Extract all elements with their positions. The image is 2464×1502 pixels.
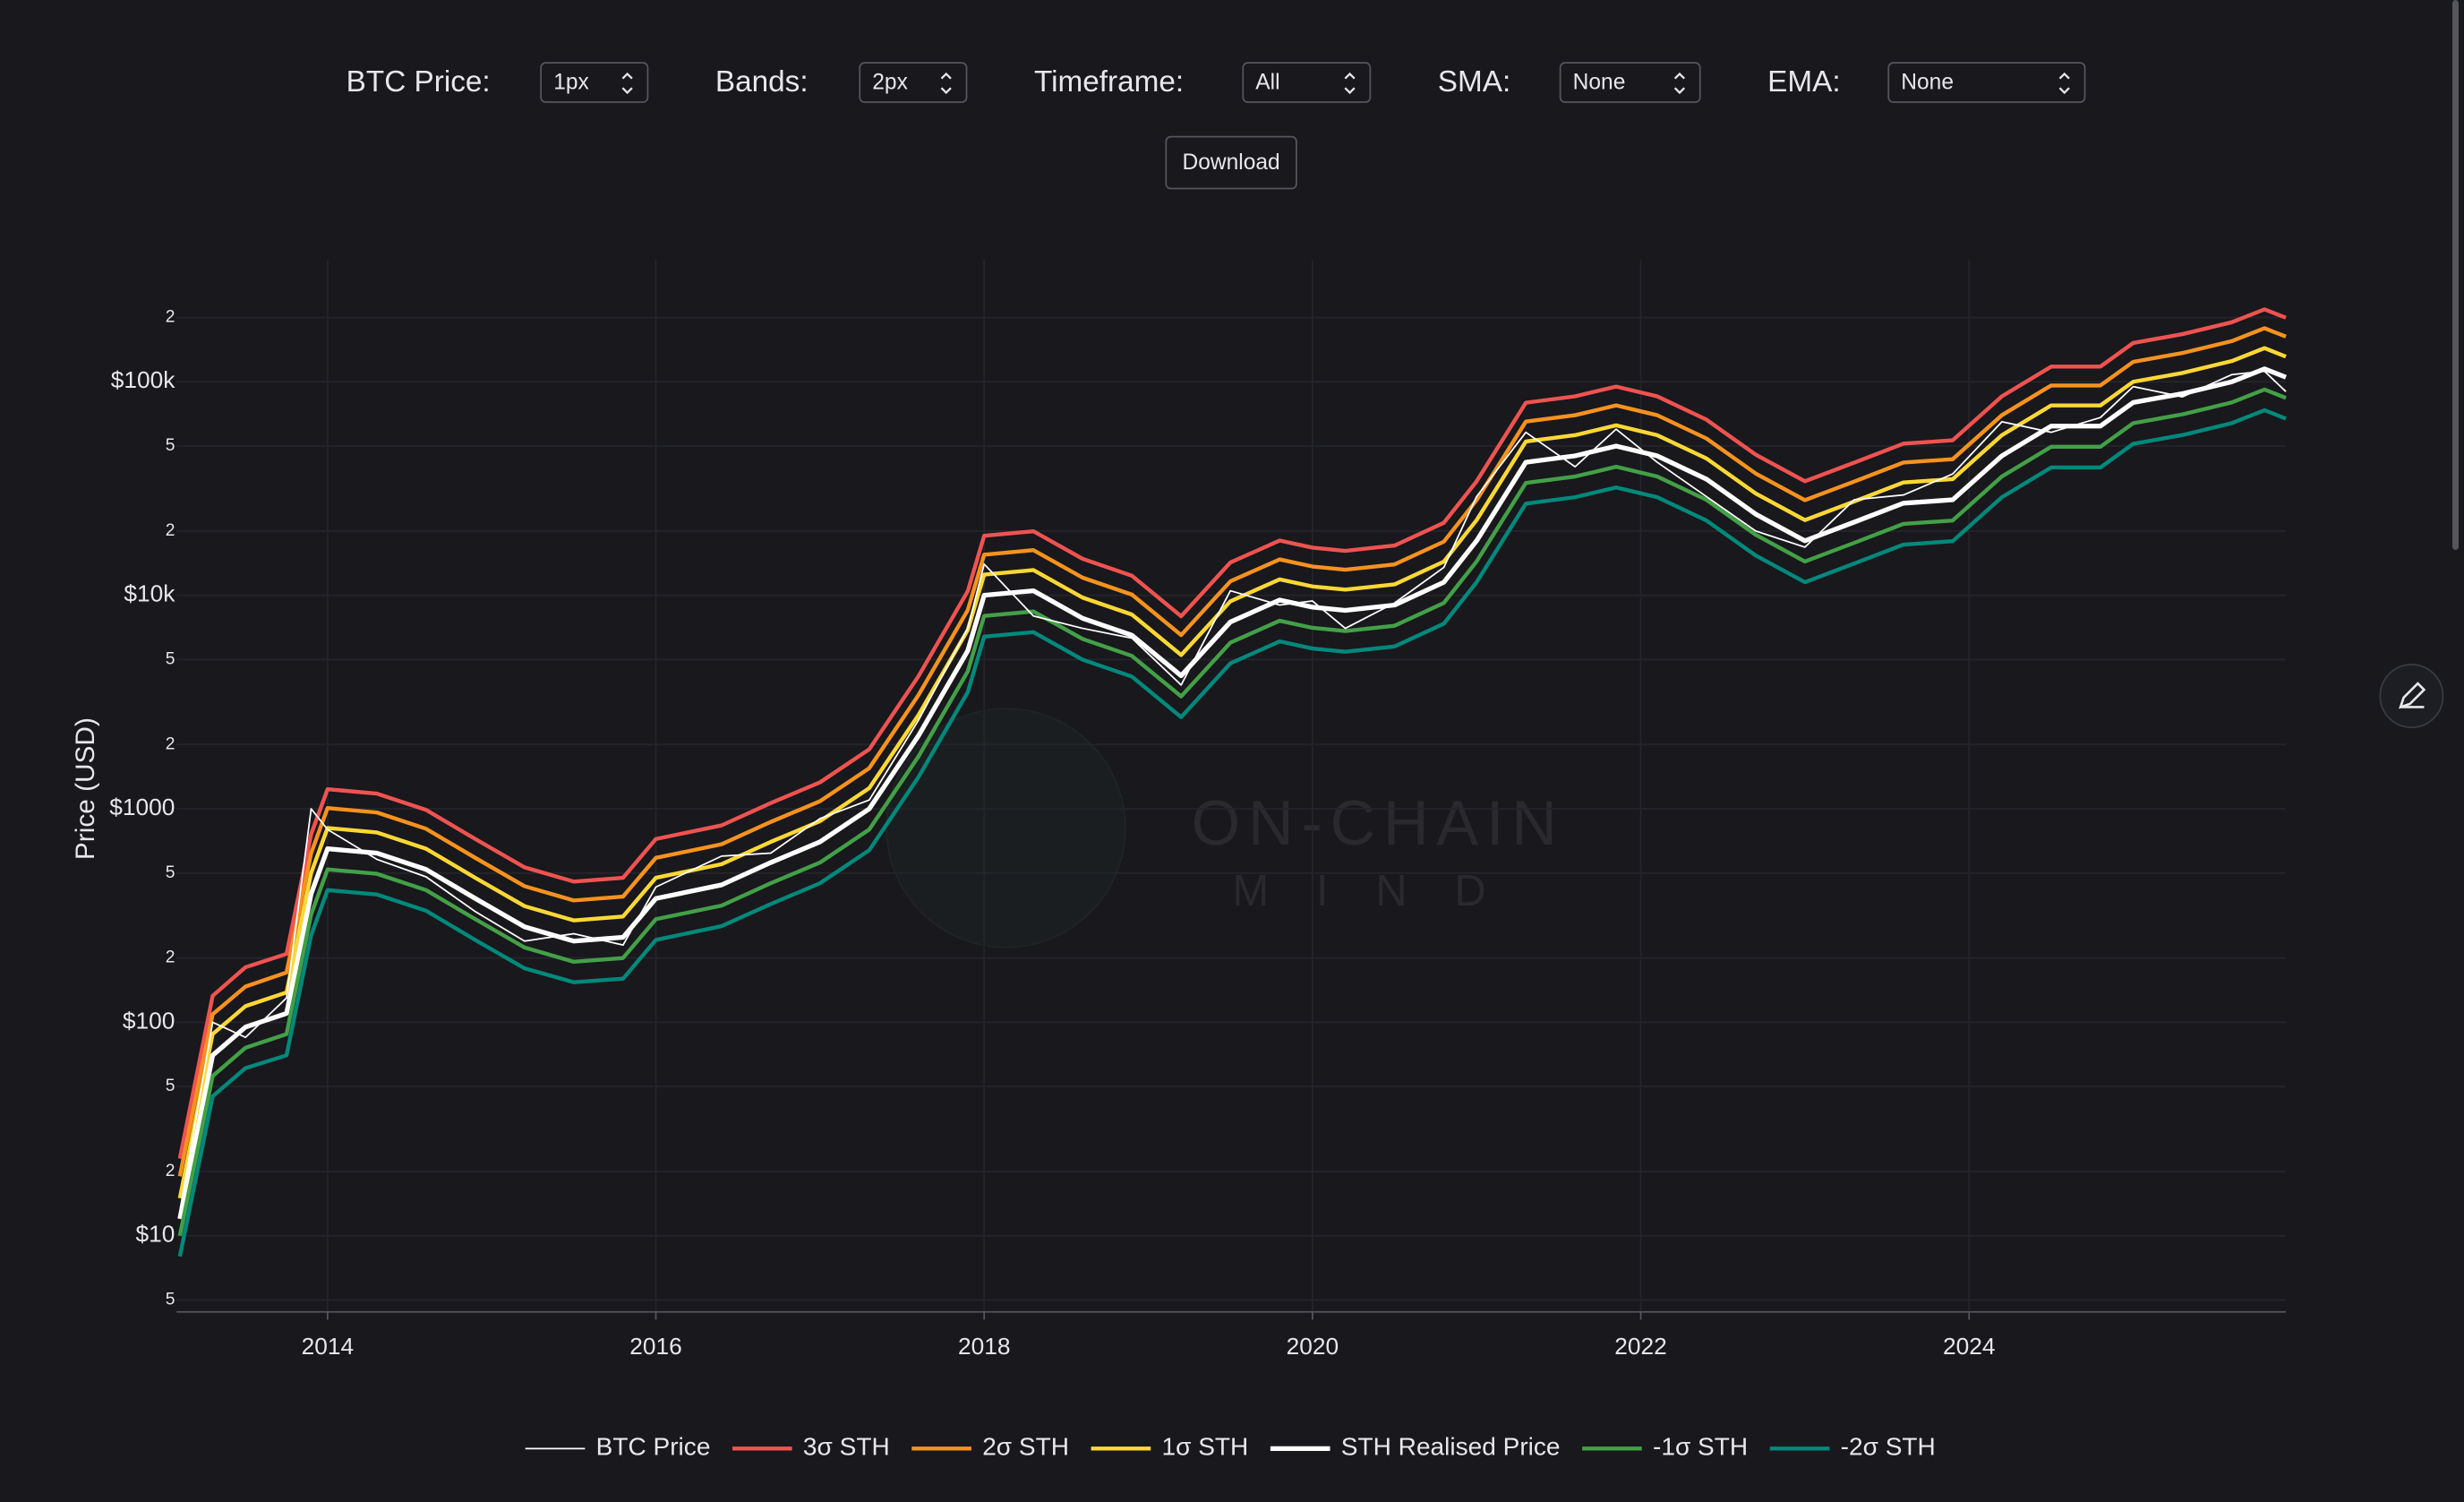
y-tick-label: 5 bbox=[166, 1291, 175, 1309]
series-line bbox=[177, 366, 2288, 1220]
legend-label[interactable]: 3σ STH bbox=[803, 1433, 890, 1461]
series-line bbox=[178, 370, 2287, 1212]
y-tick-label: 5 bbox=[166, 863, 175, 882]
scrollbar[interactable] bbox=[2452, 0, 2460, 550]
button-box[interactable] bbox=[1165, 135, 1297, 190]
legend-item[interactable]: 1σ STH bbox=[1091, 1433, 1249, 1461]
legend-label[interactable]: -2σ STH bbox=[1841, 1433, 1936, 1461]
y-tick-label: 2 bbox=[166, 948, 175, 967]
select-value[interactable]: 2px bbox=[872, 70, 908, 94]
select[interactable]: 1px bbox=[540, 62, 649, 103]
y-tick-label: 2 bbox=[166, 308, 175, 327]
select-arrows[interactable] bbox=[2058, 72, 2070, 95]
pencil bbox=[2399, 682, 2426, 709]
legend-item[interactable]: -2σ STH bbox=[1769, 1433, 1936, 1461]
series-line bbox=[177, 408, 2287, 1257]
control-label: Timeframe: bbox=[1034, 65, 1184, 99]
legend-label[interactable]: -1σ STH bbox=[1653, 1433, 1748, 1461]
select-value[interactable]: None bbox=[1901, 70, 1954, 94]
y-tick-label: 5 bbox=[166, 1077, 175, 1095]
y-tick-label: $100k bbox=[111, 366, 176, 393]
watermark-text: ON-CHAIN bbox=[1192, 787, 1565, 858]
select-arrows[interactable] bbox=[621, 72, 633, 95]
download-button[interactable]: Download bbox=[1165, 135, 1297, 190]
y-axis-title: Price (USD) bbox=[71, 717, 100, 860]
y-tick-label: 2 bbox=[166, 1162, 175, 1180]
edit-icon[interactable] bbox=[2379, 664, 2444, 729]
y-tick-label: $10 bbox=[136, 1221, 175, 1248]
x-tick-label: 2022 bbox=[1614, 1333, 1667, 1360]
series-line bbox=[177, 307, 2287, 1159]
control-label: EMA: bbox=[1767, 65, 1840, 99]
legend-label[interactable]: BTC Price bbox=[596, 1433, 711, 1461]
control-label: BTC Price: bbox=[346, 65, 491, 99]
select-box[interactable] bbox=[1887, 62, 2086, 103]
legend-label[interactable]: 2σ STH bbox=[982, 1433, 1069, 1461]
legend-item[interactable]: STH Realised Price bbox=[1270, 1433, 1561, 1461]
watermark-text: MIND bbox=[1232, 867, 1533, 915]
x-tick-label: 2014 bbox=[302, 1333, 355, 1360]
legend-item[interactable]: -1σ STH bbox=[1582, 1433, 1748, 1461]
y-tick-label: 2 bbox=[166, 521, 175, 540]
select[interactable]: None bbox=[1887, 62, 2086, 103]
select-value[interactable]: All bbox=[1255, 70, 1279, 94]
select[interactable]: All bbox=[1242, 62, 1372, 103]
select[interactable]: 2px bbox=[859, 62, 968, 103]
select-value[interactable]: None bbox=[1573, 70, 1626, 94]
series-line bbox=[177, 326, 2287, 1177]
edit-button[interactable] bbox=[2379, 664, 2444, 729]
control-label: Bands: bbox=[715, 65, 808, 99]
controls: BTC Price: 1px Bands: 2px Timeframe: All SMA: N… bbox=[346, 62, 2086, 103]
y-tick-label: 5 bbox=[166, 649, 175, 668]
x-tick-label: 2020 bbox=[1287, 1333, 1339, 1360]
y-tick-label: 2 bbox=[166, 734, 175, 753]
select-box[interactable] bbox=[1559, 62, 1701, 103]
series-line bbox=[177, 387, 2287, 1237]
y-tick-label: $1000 bbox=[109, 794, 175, 820]
legend-item[interactable]: 2σ STH bbox=[911, 1433, 1069, 1461]
select-box[interactable] bbox=[540, 62, 649, 103]
select-box[interactable] bbox=[859, 62, 968, 103]
series-line bbox=[177, 346, 2287, 1199]
legend: BTC Price 3σ STH 2σ STH 1σ STH STH Realised … bbox=[525, 1433, 1936, 1461]
button-label[interactable]: Download bbox=[1183, 150, 1280, 175]
control-label: SMA: bbox=[1438, 65, 1510, 99]
select-arrows[interactable] bbox=[1344, 72, 1356, 95]
watermark: ON-CHAIN MIND bbox=[886, 708, 1565, 948]
legend-label[interactable]: 1σ STH bbox=[1162, 1433, 1249, 1461]
x-tick-label: 2016 bbox=[629, 1333, 682, 1360]
select-arrows[interactable] bbox=[1673, 72, 1686, 95]
select-value[interactable]: 1px bbox=[553, 70, 589, 94]
select-box[interactable] bbox=[1242, 62, 1372, 103]
x-tick-label: 2024 bbox=[1943, 1333, 1996, 1360]
select-arrows[interactable] bbox=[940, 72, 952, 95]
select[interactable]: None bbox=[1559, 62, 1701, 103]
legend-item[interactable]: 3σ STH bbox=[732, 1433, 890, 1461]
y-tick-label: 5 bbox=[166, 436, 175, 455]
legend-item[interactable]: BTC Price bbox=[525, 1433, 711, 1461]
y-tick-label: $100 bbox=[123, 1007, 175, 1034]
legend-label[interactable]: STH Realised Price bbox=[1341, 1433, 1561, 1461]
y-tick-label: $10k bbox=[124, 580, 175, 607]
x-tick-label: 2018 bbox=[958, 1333, 1011, 1360]
